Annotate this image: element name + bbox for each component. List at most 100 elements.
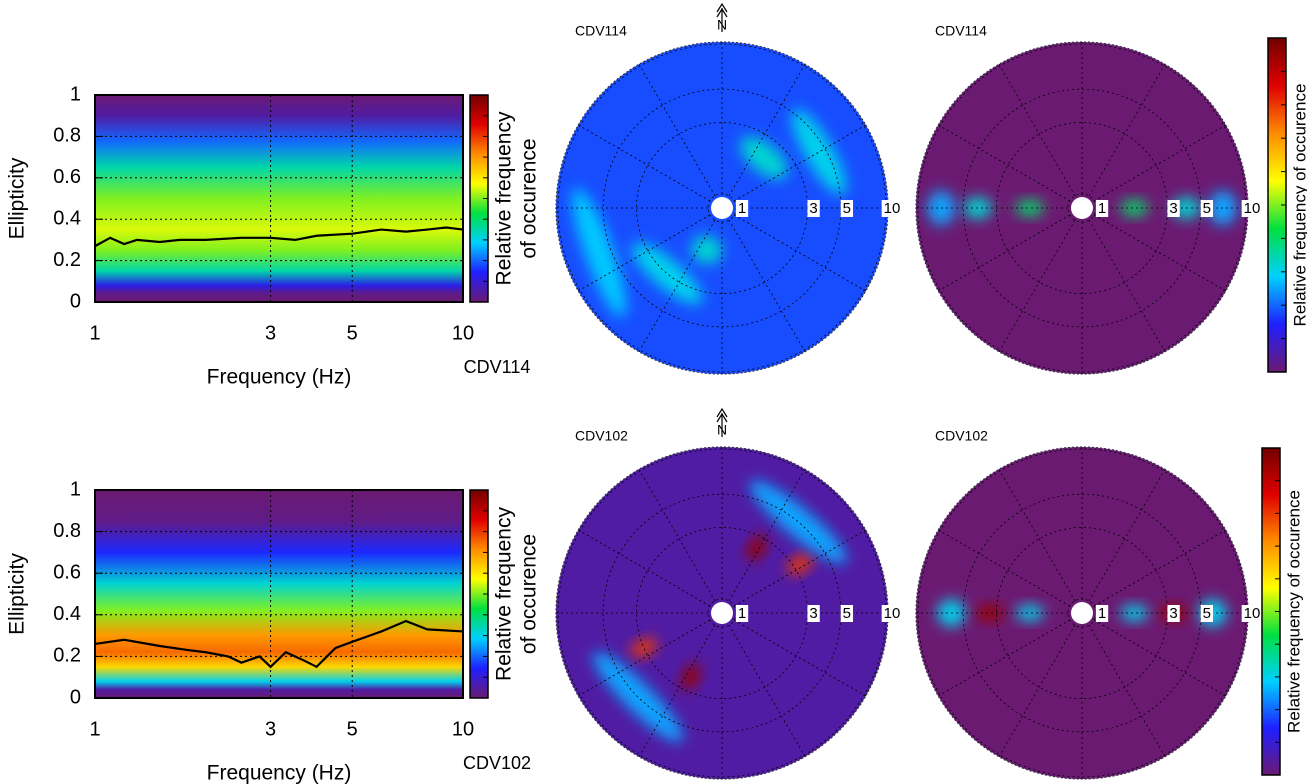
r-tick-label: 5 [843,200,851,217]
x-tick-label: 3 [265,718,276,740]
y-tick-label: 0.6 [53,166,81,188]
r-tick-box [881,200,903,217]
density-peak [1120,605,1149,621]
station-label: CDV114 [464,357,531,377]
r-tick-label: 1 [1098,200,1106,217]
y-tick-label: 0.8 [53,520,81,542]
r-tick-box [840,605,854,622]
r-tick-label: 10 [1244,200,1261,217]
spoke [733,529,866,607]
spoke [638,469,716,602]
y-tick-label: 0 [70,686,81,708]
colorbar-label: Relative frequency of occurence [1290,84,1307,327]
colorbar-label: of occurence [518,534,541,654]
density-peak [1120,200,1149,216]
r-tick-label: 5 [843,605,851,622]
spoke [938,619,1071,697]
polar-hole [711,197,733,219]
spoke [733,124,866,202]
spoke [728,624,806,757]
r-tick-box [807,200,820,217]
spoke [1093,529,1226,607]
plot-frame [94,489,464,699]
spoke [638,219,716,352]
median-line [94,619,464,669]
spoke [1088,624,1166,757]
heatmap [95,95,463,302]
r-tick-label: 5 [1203,200,1211,217]
spoke [578,214,711,292]
spoke [1093,619,1226,697]
r-tick-box [1200,605,1214,622]
r-tick-box [735,605,749,622]
x-tick-label: 5 [347,718,358,740]
r-tick-box [881,605,903,622]
r-tick-label: 10 [1244,605,1261,622]
colorbar-label: of occurence [518,138,541,258]
r-tick-label: 1 [738,200,746,217]
density-peak [1015,200,1044,216]
density [592,480,847,743]
station-label: CDV114 [935,23,987,39]
r-tick-box [1241,605,1263,622]
spoke [998,64,1076,197]
density [572,109,847,318]
y-axis-label: Ellipticity [6,157,29,239]
density-peak [1015,605,1044,621]
r-tick-box [1167,605,1180,622]
heatmap [95,490,463,698]
r-tick-label: 1 [738,605,746,622]
y-axis-label: Ellipticity [6,553,29,635]
r-tick-label: 1 [1098,605,1106,622]
r-tick-box [1095,605,1109,622]
y-tick-label: 1 [70,478,81,500]
y-tick-label: 0.4 [53,603,81,625]
spoke [1093,214,1226,292]
spoke [733,619,866,697]
spoke [638,64,716,197]
polar-hole [1071,197,1093,219]
y-tick-label: 0.6 [53,561,81,583]
spoke [938,529,1071,607]
spoke [728,64,806,197]
r-tick-label: 5 [1203,605,1211,622]
spoke [998,219,1076,352]
density-peak [572,188,627,318]
station-label: CDV102 [935,428,988,444]
y-tick-label: 0.4 [53,207,81,229]
spoke [578,124,711,202]
spoke [938,124,1071,202]
y-tick-label: 0 [70,290,81,312]
spoke [733,214,866,292]
density-peak [749,480,847,564]
density-peak [740,136,788,180]
r-tick-label: 3 [809,605,817,622]
x-tick-label: 10 [452,322,474,344]
r-tick-box [1167,200,1180,217]
spoke [1088,64,1166,197]
y-tick-label: 0.8 [53,125,81,147]
density-peak [746,535,767,561]
spoke [728,219,806,352]
density-peak [691,235,723,265]
station-label: CDV102 [575,428,628,444]
spoke [728,469,806,602]
spoke [1088,219,1166,352]
r-tick-label: 10 [884,200,901,217]
r-tick-label: 3 [1169,605,1177,622]
r-tick-box [735,200,749,217]
r-tick-box [1200,200,1214,217]
spoke [1093,124,1226,202]
polar-hole [1071,602,1093,624]
x-tick-label: 1 [89,322,100,344]
r-tick-box [840,200,854,217]
north-arrow [716,407,728,437]
spoke [578,619,711,697]
colorbar-label: Relative frequency [493,111,516,285]
north-arrow [716,2,728,32]
density-peak [681,663,701,690]
density-peak [791,109,847,195]
density-peak [976,605,1005,621]
y-tick-label: 1 [70,83,81,105]
